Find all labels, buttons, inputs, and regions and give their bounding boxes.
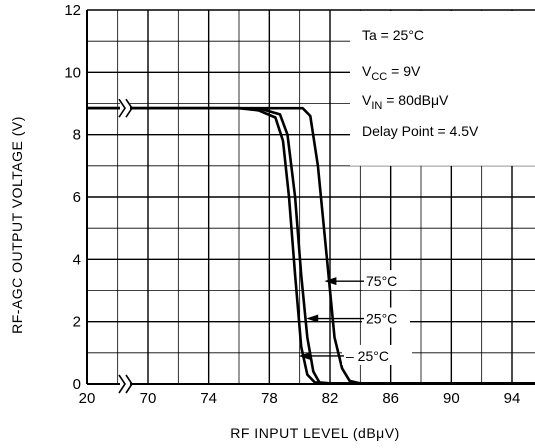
- label-bg: [362, 307, 410, 328]
- condition-text: VIN = 80dBμV: [362, 92, 449, 112]
- y-axis-label: RF-AGC OUTPUT VOLTAGE (V): [9, 116, 25, 334]
- x-tick-label: 20: [79, 390, 96, 407]
- y-tick-label: 2: [73, 314, 81, 331]
- x-tick-label: 74: [200, 390, 217, 407]
- series-label: 75°C: [366, 273, 397, 289]
- label-arrow-head: [298, 351, 311, 360]
- tick-labels: 0 2 4 6 8 10 12 20 70 74 78 82 86 90 94: [64, 2, 520, 407]
- label-bg: [342, 344, 412, 365]
- label-arrow-head: [306, 314, 319, 323]
- break-mark: [118, 374, 126, 394]
- conditions-box: [350, 11, 535, 166]
- break-mark: [125, 374, 133, 394]
- series-lines: [87, 106, 535, 385]
- series-line: [87, 106, 535, 385]
- label-bg: [362, 270, 410, 291]
- x-tick-label: 78: [261, 390, 278, 407]
- axis-breaks: [118, 98, 133, 394]
- condition-text: Ta = 25°C: [362, 27, 424, 43]
- series-labels: 75°C 25°C – 25°C: [298, 270, 412, 365]
- break-mark: [118, 98, 126, 118]
- x-tick-label: 94: [504, 390, 521, 407]
- y-tick-label: 4: [73, 251, 81, 268]
- x-tick-label: 82: [322, 390, 339, 407]
- series-line: [87, 106, 535, 385]
- condition-text: Delay Point = 4.5V: [362, 123, 479, 139]
- grid: [86, 9, 535, 385]
- x-tick-label: 90: [443, 390, 460, 407]
- x-tick-label: 70: [140, 390, 157, 407]
- series-label: 25°C: [366, 311, 397, 327]
- y-tick-label: 12: [64, 2, 81, 19]
- y-tick-label: 10: [64, 64, 81, 81]
- break-mark: [125, 98, 133, 118]
- y-tick-label: 8: [73, 127, 81, 144]
- y-tick-label: 6: [73, 189, 81, 206]
- condition-text: VCC = 9V: [362, 63, 421, 83]
- x-axis-label: RF INPUT LEVEL (dBμV): [230, 425, 400, 441]
- series-label: – 25°C: [346, 348, 389, 364]
- label-arrow-head: [324, 277, 337, 286]
- x-tick-label: 86: [382, 390, 399, 407]
- conditions: Ta = 25°C VCC = 9V VIN = 80dBμV Delay Point…: [362, 27, 479, 139]
- y-tick-label: 0: [73, 376, 81, 393]
